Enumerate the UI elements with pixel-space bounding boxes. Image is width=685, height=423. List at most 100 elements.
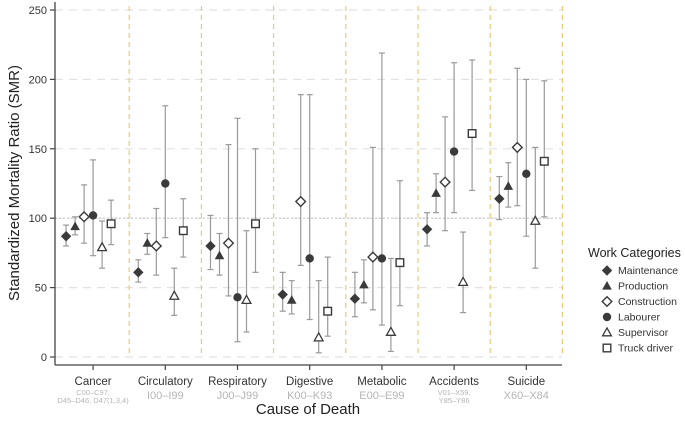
error-bar bbox=[378, 52, 385, 326]
error-bar bbox=[234, 117, 241, 343]
legend-marker-production bbox=[602, 281, 612, 290]
data-point-production bbox=[286, 295, 297, 304]
data-point-supervisor bbox=[529, 215, 541, 225]
x-category-code: Y85–Y86 bbox=[439, 396, 470, 405]
data-point-construction bbox=[367, 251, 379, 263]
data-point-truck-driver bbox=[178, 226, 188, 236]
y-tick-label: 0 bbox=[41, 352, 47, 364]
x-category-code: X60–X84 bbox=[504, 390, 549, 402]
data-point-truck-driver bbox=[323, 306, 333, 316]
data-point-production bbox=[70, 221, 80, 231]
error-bar bbox=[243, 230, 250, 333]
legend-item: Production bbox=[602, 281, 668, 293]
legend-marker-construction bbox=[601, 295, 613, 308]
data-point-supervisor bbox=[96, 241, 108, 252]
error-bar bbox=[162, 105, 169, 239]
error-bar bbox=[306, 94, 313, 321]
grid-lines bbox=[55, 9, 562, 358]
legend-title: Work Categories bbox=[588, 246, 681, 260]
x-category-label: Suicide bbox=[507, 376, 545, 388]
error-bar bbox=[532, 146, 539, 269]
data-point-supervisor bbox=[313, 331, 325, 342]
error-bar bbox=[315, 280, 322, 354]
legend: Work Categories Maintenance Production Con… bbox=[588, 246, 681, 355]
data-point-truck-driver bbox=[467, 129, 477, 139]
axes bbox=[54, 2, 562, 366]
data-point-truck-driver bbox=[250, 219, 260, 229]
legend-marker-maintenance bbox=[601, 265, 613, 276]
error-bars bbox=[63, 52, 548, 354]
error-bar bbox=[442, 116, 449, 232]
category-separators bbox=[128, 6, 564, 357]
data-point-maintenance bbox=[277, 289, 288, 300]
error-bar bbox=[324, 256, 331, 337]
data-point-labourer bbox=[449, 147, 459, 156]
x-category-code: D45–D46, D47(1,3,4) bbox=[57, 396, 129, 405]
data-point-labourer bbox=[161, 179, 170, 188]
data-point-production bbox=[359, 279, 369, 289]
legend-item: Labourer bbox=[602, 312, 661, 324]
data-points bbox=[60, 129, 549, 342]
data-point-supervisor bbox=[457, 276, 469, 286]
x-category-code: K00–K93 bbox=[287, 390, 332, 402]
error-bar bbox=[541, 80, 548, 218]
data-point-maintenance bbox=[494, 193, 505, 204]
legend-label: Labourer bbox=[618, 312, 661, 324]
data-point-maintenance bbox=[421, 224, 433, 235]
x-category-label: Metabolic bbox=[357, 376, 406, 388]
error-bar bbox=[396, 180, 403, 307]
data-point-production bbox=[214, 250, 225, 260]
error-bar bbox=[451, 62, 458, 214]
data-point-production bbox=[503, 181, 514, 190]
data-point-production bbox=[431, 188, 441, 197]
x-category-code: C00–C97, bbox=[76, 388, 110, 397]
error-bar bbox=[387, 257, 394, 353]
data-point-supervisor bbox=[168, 289, 180, 300]
error-bar bbox=[523, 78, 530, 237]
y-tick-label: 50 bbox=[35, 283, 47, 295]
data-point-labourer bbox=[88, 211, 98, 220]
error-bar bbox=[297, 94, 304, 266]
data-point-construction bbox=[294, 195, 307, 208]
error-bar bbox=[90, 159, 97, 257]
data-point-maintenance bbox=[133, 267, 144, 278]
data-point-maintenance bbox=[349, 293, 361, 304]
y-tick-label: 200 bbox=[29, 74, 47, 86]
data-point-construction bbox=[511, 141, 524, 154]
error-bar bbox=[225, 144, 232, 297]
legend-label: Supervisor bbox=[618, 327, 669, 339]
x-category-code: I00–I99 bbox=[147, 390, 184, 402]
data-point-construction bbox=[150, 240, 163, 252]
x-category-label: Circulatory bbox=[138, 376, 193, 388]
data-point-construction bbox=[222, 237, 235, 249]
legend-marker-supervisor bbox=[601, 326, 613, 337]
y-tick-label: 100 bbox=[29, 213, 47, 225]
data-point-maintenance bbox=[60, 231, 72, 242]
legend-item: Maintenance bbox=[601, 265, 678, 277]
error-bar bbox=[469, 59, 476, 192]
legend-marker-truck-driver bbox=[602, 343, 612, 353]
data-point-labourer bbox=[233, 293, 242, 302]
y-tick-labels: 0 50 100 150 200 250 bbox=[29, 5, 55, 364]
data-point-supervisor bbox=[385, 326, 397, 336]
data-point-truck-driver bbox=[395, 258, 405, 268]
data-point-maintenance bbox=[205, 240, 216, 252]
legend-item: Supervisor bbox=[601, 326, 669, 339]
legend-label: Construction bbox=[618, 296, 677, 308]
legend-item: Truck driver bbox=[602, 343, 674, 355]
data-point-production bbox=[142, 238, 153, 247]
error-bar bbox=[369, 146, 376, 311]
x-category-label: Cancer bbox=[75, 376, 112, 388]
data-point-labourer bbox=[377, 254, 387, 263]
data-point-supervisor bbox=[240, 294, 253, 305]
x-category-label: Accidents bbox=[429, 376, 479, 388]
y-axis-title: Standardized Mortality Ratio (SMR) bbox=[6, 65, 23, 301]
y-tick-label: 250 bbox=[29, 5, 47, 17]
error-bar bbox=[252, 148, 259, 273]
legend-marker-labourer bbox=[602, 312, 612, 322]
y-tick-label: 150 bbox=[29, 144, 47, 156]
data-point-truck-driver bbox=[539, 156, 549, 166]
legend-label: Maintenance bbox=[618, 265, 678, 277]
